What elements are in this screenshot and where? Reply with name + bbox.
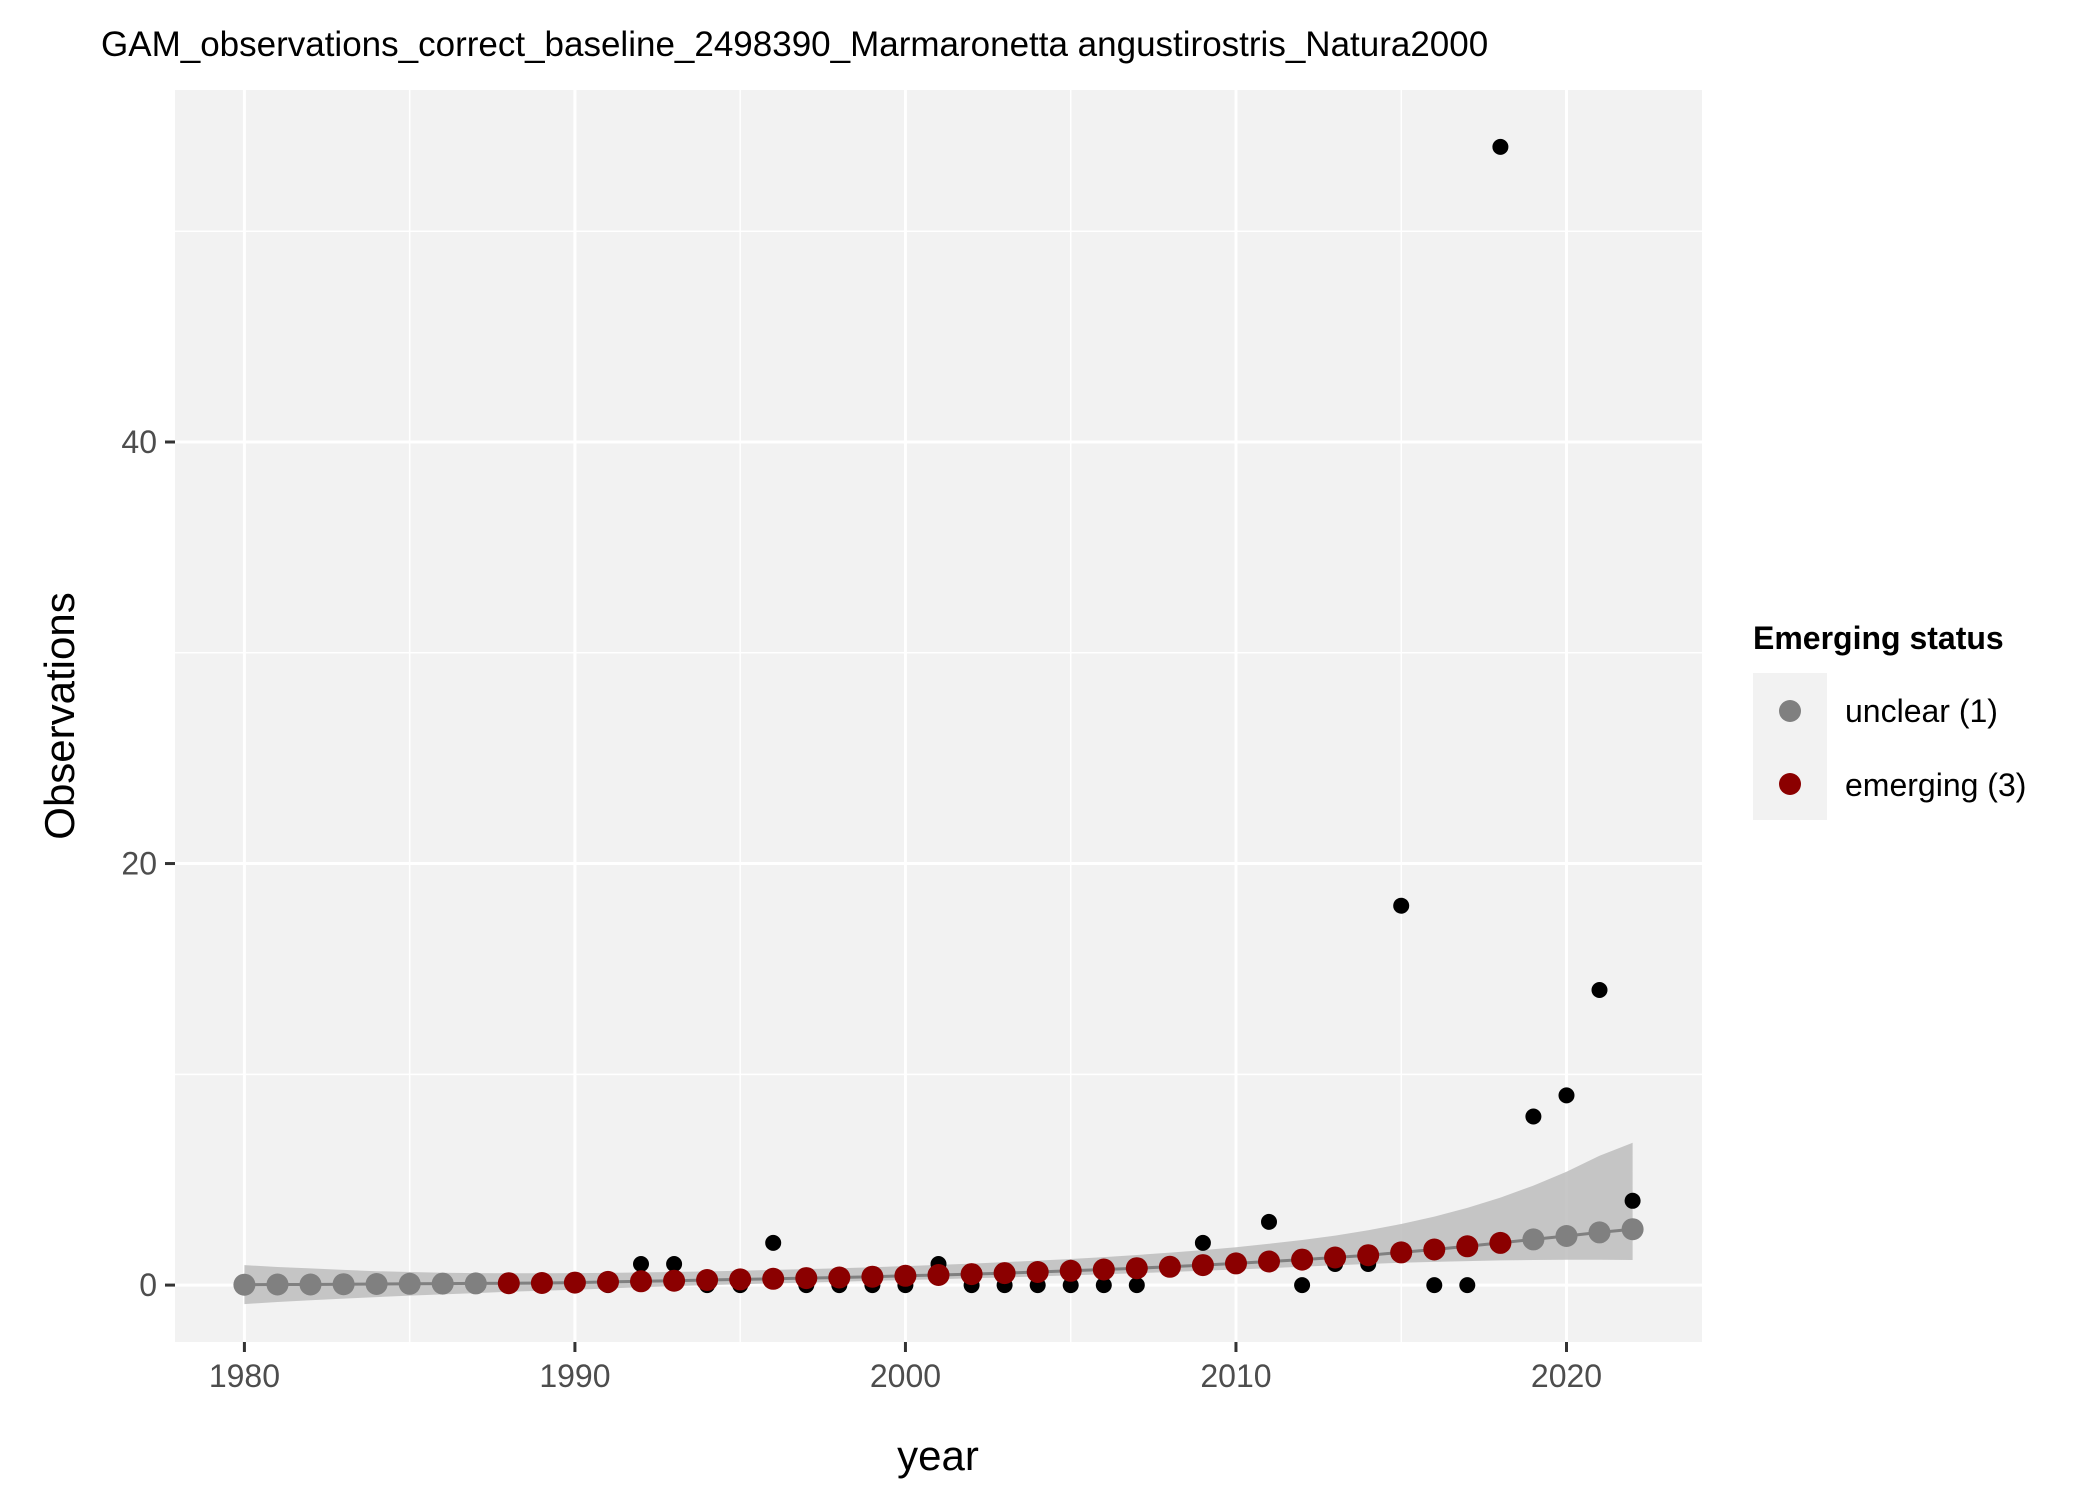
fitted-points-layer xyxy=(233,1218,1644,1296)
fitted-point xyxy=(1456,1235,1479,1258)
fitted-point xyxy=(960,1263,983,1286)
y-axis: 0 20 40 xyxy=(121,424,175,1303)
fitted-point xyxy=(1125,1257,1148,1280)
x-tick-label: 1990 xyxy=(539,1358,610,1394)
fitted-point xyxy=(530,1272,553,1294)
confidence-ribbon xyxy=(244,1142,1633,1305)
observed-point xyxy=(1261,1213,1277,1230)
fitted-point xyxy=(597,1270,619,1293)
observed-point xyxy=(1492,138,1509,155)
legend-title: Emerging status xyxy=(1753,620,2004,656)
fitted-point xyxy=(795,1267,818,1290)
x-tick-label: 1980 xyxy=(209,1358,280,1394)
fitted-point xyxy=(1489,1231,1512,1254)
observed-point xyxy=(666,1256,683,1272)
x-tick-label: 2010 xyxy=(1200,1358,1271,1394)
fitted-point xyxy=(1555,1225,1578,1247)
fitted-point xyxy=(1522,1228,1545,1251)
fitted-point xyxy=(861,1265,884,1288)
fitted-point xyxy=(1158,1255,1181,1278)
observed-point xyxy=(1194,1234,1211,1251)
x-tick-label: 2000 xyxy=(870,1358,941,1394)
legend-label-unclear: unclear (1) xyxy=(1845,693,1998,729)
fitted-point xyxy=(431,1272,454,1295)
legend-key-background xyxy=(1753,673,1827,820)
fitted-point xyxy=(497,1272,520,1295)
legend-key-emerging xyxy=(1779,773,1801,795)
fitted-point xyxy=(332,1273,355,1296)
y-tick-label: 20 xyxy=(121,846,157,882)
fitted-point xyxy=(927,1264,950,1286)
observed-point xyxy=(765,1234,782,1251)
legend: Emerging status unclear (1) emerging (3) xyxy=(1753,620,2026,820)
observed-point xyxy=(1426,1277,1443,1294)
fitted-point xyxy=(1258,1250,1280,1273)
fitted-point xyxy=(1423,1238,1446,1261)
observed-point xyxy=(1294,1277,1311,1294)
fitted-point xyxy=(894,1264,917,1287)
fitted-point xyxy=(1621,1218,1644,1241)
confidence-ribbon-layer xyxy=(244,1142,1633,1305)
fitted-point xyxy=(828,1266,851,1289)
fitted-point xyxy=(299,1273,322,1296)
fitted-point xyxy=(762,1267,785,1290)
observed-point xyxy=(1459,1277,1476,1294)
y-axis-title: Observations xyxy=(36,592,83,839)
observed-point xyxy=(1095,1277,1112,1294)
observed-point xyxy=(1624,1192,1641,1209)
observed-point xyxy=(1591,982,1608,998)
fitted-point xyxy=(696,1269,719,1291)
grid-minor xyxy=(175,90,1702,1342)
fitted-point xyxy=(1390,1241,1413,1264)
observed-point xyxy=(1128,1277,1145,1294)
fitted-point xyxy=(1291,1248,1314,1271)
fitted-point xyxy=(1324,1246,1347,1269)
fitted-point xyxy=(1225,1252,1247,1275)
fitted-point xyxy=(1026,1261,1049,1283)
legend-key-unclear xyxy=(1779,700,1801,722)
fitted-point xyxy=(1191,1254,1214,1277)
observed-point xyxy=(633,1256,649,1272)
y-tick-label: 0 xyxy=(139,1267,157,1303)
chart-title: GAM_observations_correct_baseline_249839… xyxy=(101,25,1488,64)
fitted-point xyxy=(1588,1221,1611,1244)
observed-point xyxy=(1558,1087,1575,1104)
legend-label-emerging: emerging (3) xyxy=(1845,767,2026,803)
fitted-point xyxy=(663,1269,686,1292)
fitted-point xyxy=(729,1268,752,1291)
fitted-point xyxy=(464,1272,487,1295)
fitted-point xyxy=(993,1262,1016,1285)
x-axis-title: year xyxy=(897,1432,979,1479)
observed-point xyxy=(1393,897,1410,914)
observed-point xyxy=(1062,1277,1079,1294)
fitted-point xyxy=(563,1271,586,1294)
fitted-point xyxy=(630,1270,652,1293)
plot-panel xyxy=(175,90,1702,1342)
fitted-point xyxy=(1059,1259,1082,1282)
y-tick-label: 40 xyxy=(121,424,157,460)
x-tick-label: 2020 xyxy=(1531,1358,1602,1394)
x-axis: 1980 1990 2000 2010 2020 xyxy=(209,1342,1602,1394)
fitted-point xyxy=(365,1273,388,1295)
fitted-point xyxy=(1357,1244,1380,1267)
fitted-point xyxy=(266,1273,289,1296)
fitted-point xyxy=(233,1273,256,1296)
fitted-point xyxy=(1092,1258,1115,1281)
observed-point xyxy=(1525,1108,1542,1125)
fitted-point xyxy=(398,1272,421,1295)
